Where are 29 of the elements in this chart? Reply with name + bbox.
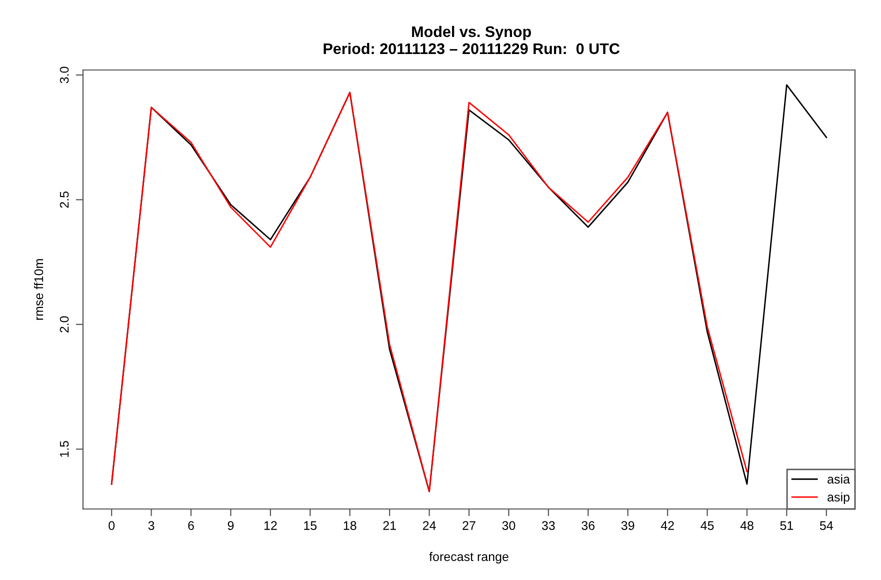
y-tick-label: 1.5 [60,440,69,457]
y-tick-label: 2.0 [60,316,69,332]
y-tick-label: 3.0 [60,66,69,84]
x-tick-label: 39 [621,521,634,530]
x-tick-label: 30 [502,521,516,530]
x-tick-label: 45 [700,521,714,530]
x-tick-label: 51 [780,521,794,530]
legend-label: asia [828,474,850,484]
chart-title: Model vs. Synop [412,26,531,40]
x-tick-label: 27 [462,521,476,530]
y-tick-label: 2.5 [60,192,69,208]
x-tick-label: 15 [304,521,317,530]
chart-subtitle: Period: 20111123 – 20111229 Run: 0 UTC [324,42,620,54]
x-tick-label: 9 [228,521,234,530]
x-tick-label: 54 [820,521,833,530]
x-tick-label: 0 [108,521,115,530]
x-tick-label: 12 [264,521,277,530]
x-tick-label: 18 [344,521,356,530]
x-tick-label: 36 [582,521,595,530]
y-axis-title: rmse ff10m [34,259,44,320]
x-tick-label: 42 [660,521,674,530]
x-tick-label: 24 [422,521,436,530]
x-tick-label: 3 [148,521,154,530]
x-tick-label: 21 [383,521,396,530]
x-tick-label: 6 [188,521,194,530]
x-tick-label: 48 [740,521,754,530]
legend-label: asip [828,492,850,504]
x-tick-label: 33 [542,521,555,530]
x-axis-title: forecast range [429,552,508,564]
